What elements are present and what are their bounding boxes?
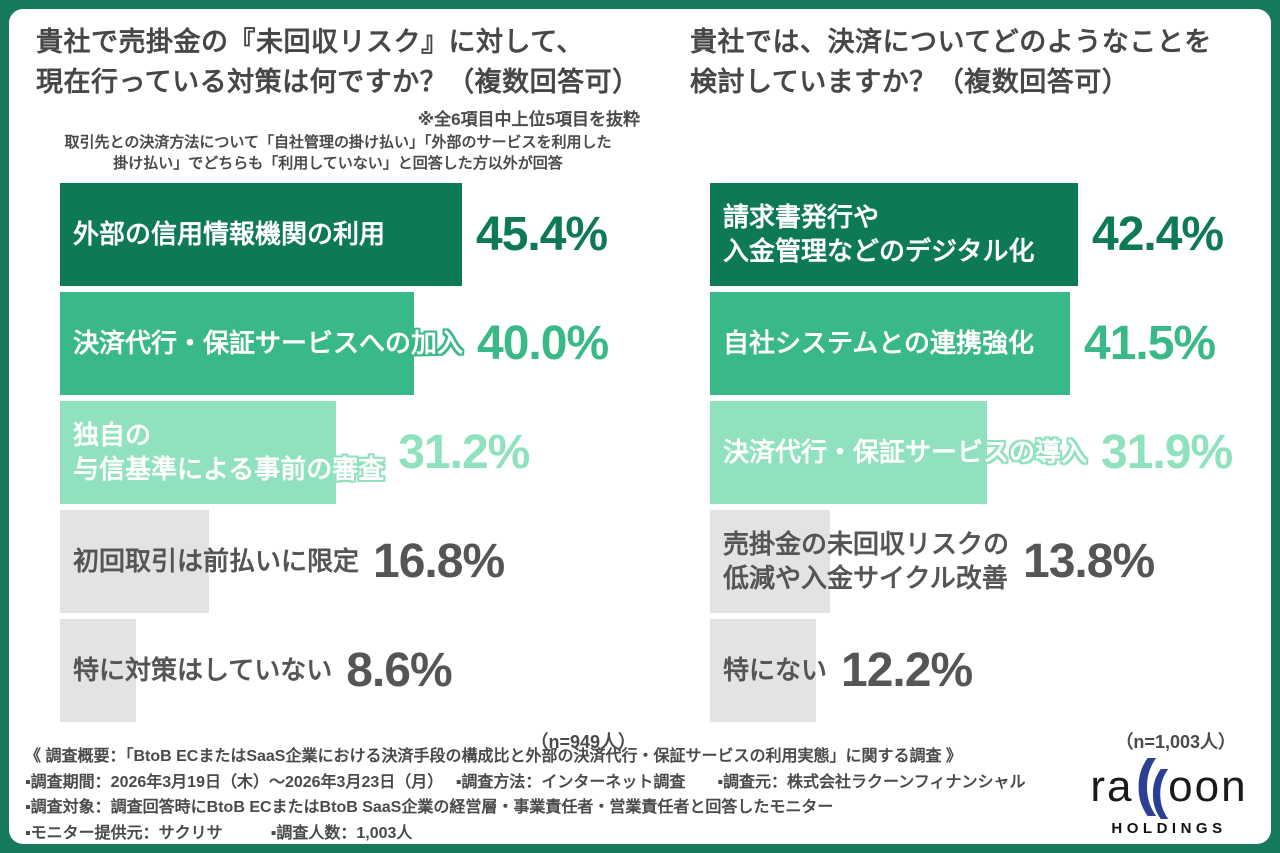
left-sample-size: （n=949人） — [530, 732, 636, 752]
bar-label: 特にない — [710, 654, 827, 688]
bar-label-line: 決済代行・保証サービスへの加入 — [73, 327, 464, 358]
bar-fill — [60, 401, 336, 504]
footer-line-target: ▪調査対象：調査回答時にBtoB ECまたはBtoB SaaS企業の経営層・事業… — [25, 799, 834, 816]
logo-arc-icon: ( — [1135, 748, 1157, 817]
left-chart-note: ※全6項目中上位5項目を抜粋 — [417, 110, 640, 129]
bar-label: 自社システムとの連携強化 — [710, 327, 1070, 361]
bar-label-line: 独自の — [73, 419, 152, 450]
bar-value: 41.5% — [1084, 317, 1216, 370]
bar-label: 特に対策はしていない — [60, 654, 332, 688]
logo-text-ra: ra — [1090, 762, 1134, 811]
bar-row: 請求書発行や 入金管理などのデジタル化 42.4% — [710, 183, 1244, 286]
left-chart-title: 貴社で売掛金の『未回収リスク』に対して、 現在行っている対策は何ですか？（複数回… — [36, 22, 640, 102]
bar-fill — [60, 510, 209, 613]
bar-label-line: 自社システムとの連携強化 — [723, 327, 1034, 358]
bar-fill — [710, 183, 1078, 286]
bar-fill — [710, 401, 987, 504]
bar-label-line: 決済代行・保証サービスの導入 — [723, 436, 1088, 467]
left-chart-subnote-line-2: 掛け払い」でどちらも「利用していない」と回答した方以外が回答 — [113, 155, 563, 172]
logo-wordmark: ra ( ( oon — [1085, 752, 1253, 820]
bar-label-line: 外部の信用情報機関の利用 — [73, 218, 386, 249]
bar-label-line: 請求書発行や — [723, 201, 880, 232]
footer-line-monitor-count: ▪モニター提供元：サクリサ ▪調査人数：1,003人 — [25, 824, 413, 842]
bar-label-line: 初回取引は前払いに限定 — [73, 545, 360, 576]
footer-line-overview: 《 調査概要：「BtoB ECまたはSaaS企業における決済手段の構成比と外部の… — [25, 748, 962, 765]
bar-label-line: 低減や入金サイクル改善 — [723, 562, 1008, 593]
bar-fill — [60, 292, 414, 395]
bar-value: 31.2% — [398, 426, 530, 479]
logo-text-oon: oon — [1168, 762, 1248, 811]
bar-row: 独自の 与信基準による事前の審査 31.2% — [60, 401, 640, 504]
bar-value: 40.0% — [477, 317, 609, 370]
bar-fill — [710, 510, 830, 613]
left-bar-chart: 外部の信用情報機関の利用 45.4% 決済代行・保証サービスへの加入 40.0% 独自の… — [60, 183, 640, 728]
bar-value: 42.4% — [1092, 208, 1224, 261]
bar-label: 外部の信用情報機関の利用 — [60, 218, 462, 252]
left-chart-title-line-1: 貴社で売掛金の『未回収リスク』に対して、 — [36, 27, 584, 57]
bar-row: 特に対策はしていない 8.6% — [60, 619, 640, 722]
bar-label: 売掛金の未回収リスクの 低減や入金サイクル改善 — [710, 528, 1009, 596]
logo-holdings-label: HOLDINGS — [1111, 820, 1227, 837]
bar-value: 8.6% — [346, 644, 452, 697]
survey-overview-footer: 《 調査概要：「BtoB ECまたはSaaS企業における決済手段の構成比と外部の… — [25, 744, 1065, 846]
bar-fill — [60, 619, 136, 722]
bar-label: 独自の 与信基準による事前の審査 — [60, 419, 384, 487]
raccoon-holdings-logo: ra ( ( oon HOLDINGS — [1085, 752, 1253, 838]
left-chart-subnote: 取引先との決済方法について「自社管理の掛け払い」「外部のサービスを利用した 掛け… — [36, 132, 640, 174]
left-chart-title-line-2: 現在行っている対策は何ですか？（複数回答可） — [36, 67, 640, 97]
bar-label-line: 特に対策はしていない — [73, 654, 333, 685]
footer-line-period-method-source: ▪調査期間：2026年3月19日（木）～2026年3月23日（月） ▪調査方法：… — [25, 773, 1026, 791]
bar-label: 決済代行・保証サービスの導入 — [710, 436, 1087, 470]
bar-row: 初回取引は前払いに限定 16.8% — [60, 510, 640, 613]
bar-row: 決済代行・保証サービスへの加入 40.0% — [60, 292, 640, 395]
left-chart-subnote-line-1: 取引先との決済方法について「自社管理の掛け払い」「外部のサービスを利用した — [64, 134, 612, 151]
right-bar-chart: 請求書発行や 入金管理などのデジタル化 42.4% 自社システムとの連携強化 41.5%… — [710, 183, 1244, 728]
right-chart-panel: 貴社では、決済についてどのようなことを 検討していますか？（複数回答可） 請求書… — [690, 22, 1244, 752]
bar-value: 31.9% — [1101, 426, 1233, 479]
bar-row: 決済代行・保証サービスの導入 31.9% — [710, 401, 1244, 504]
bar-row: 売掛金の未回収リスクの 低減や入金サイクル改善 13.8% — [710, 510, 1244, 613]
bar-row: 特にない 12.2% — [710, 619, 1244, 722]
right-chart-title-line-2: 検討していますか？（複数回答可） — [690, 67, 1130, 97]
bar-value: 13.8% — [1023, 535, 1155, 588]
bar-value: 45.4% — [476, 208, 608, 261]
bar-row: 自社システムとの連携強化 41.5% — [710, 292, 1244, 395]
logo-arc-icon: ( — [1150, 760, 1169, 820]
bar-fill — [710, 292, 1070, 395]
bar-row: 外部の信用情報機関の利用 45.4% — [60, 183, 640, 286]
bar-value: 16.8% — [373, 535, 505, 588]
bar-label-line: 入金管理などのデジタル化 — [723, 235, 1035, 266]
bar-fill — [60, 183, 462, 286]
bar-label-line: 特にない — [723, 654, 828, 685]
bar-value: 12.2% — [841, 644, 973, 697]
left-chart-panel: 貴社で売掛金の『未回収リスク』に対して、 現在行っている対策は何ですか？（複数回… — [36, 22, 640, 752]
bar-label: 決済代行・保証サービスへの加入 — [60, 327, 463, 361]
bar-label-line: 売掛金の未回収リスクの — [723, 528, 1010, 559]
right-chart-title: 貴社では、決済についてどのようなことを 検討していますか？（複数回答可） — [690, 22, 1244, 102]
right-chart-title-line-1: 貴社では、決済についてどのようなことを — [690, 27, 1212, 57]
bar-label: 初回取引は前払いに限定 — [60, 545, 359, 579]
bar-label-line: 与信基準による事前の審査 — [73, 453, 385, 484]
bar-fill — [710, 619, 816, 722]
right-sample-size: （n=1,003人） — [1115, 732, 1236, 752]
bar-label: 請求書発行や 入金管理などのデジタル化 — [710, 201, 1078, 269]
